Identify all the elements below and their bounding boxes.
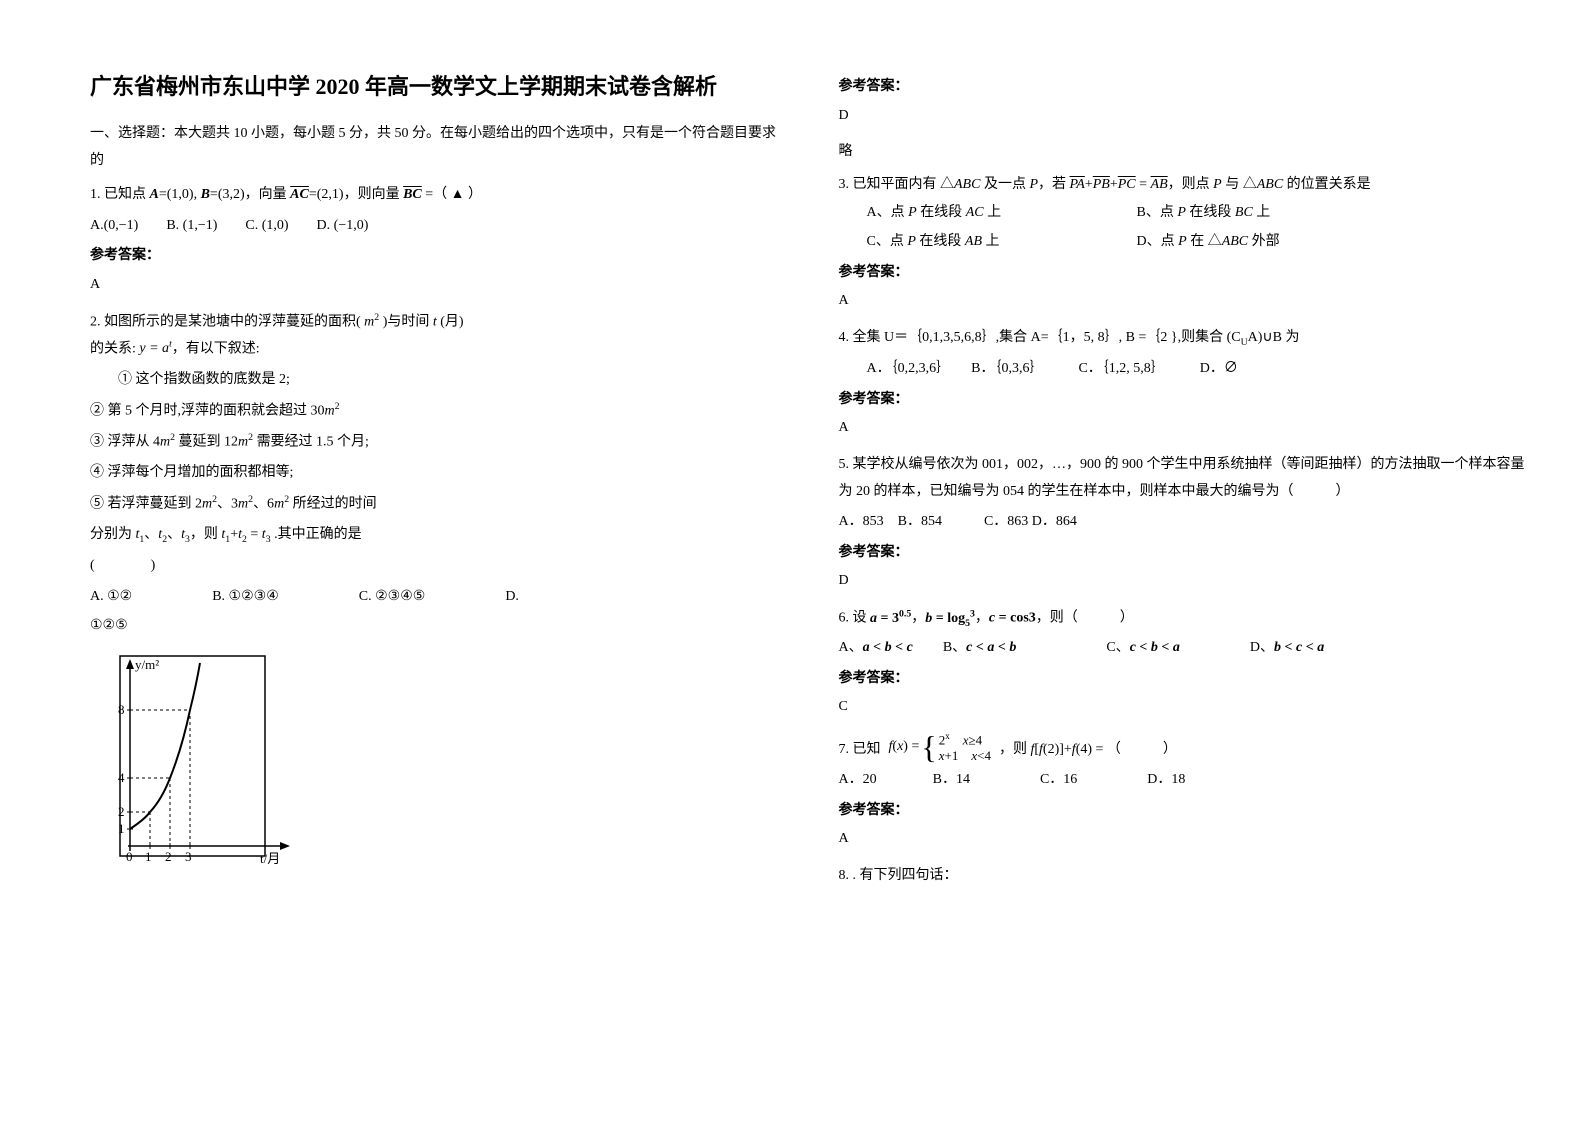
q4-answer: A xyxy=(839,415,1528,442)
q2-stem-1: 2. 如图所示的是某池塘中的浮萍蔓延的面积( m2 )与时间 t (月) xyxy=(90,309,779,336)
ytick-label-2: 2 xyxy=(118,804,125,819)
xtick-label-2: 2 xyxy=(165,849,172,864)
question-6: 6. 设 a = 30.5，b = log53，c = cos3，则（ ） A、… xyxy=(839,605,1528,721)
q2-stem-2: 的关系: y = at，有以下叙述: xyxy=(90,336,779,363)
q3-stem: 3. 已知平面内有 △ABC 及一点 P，若 PA+PB+PC = AB，则点 … xyxy=(839,172,1528,199)
y-axis-arrow xyxy=(126,659,134,669)
q3-answer: A xyxy=(839,288,1528,315)
q6-answer-label: 参考答案： xyxy=(839,666,1528,693)
q3-optA: A、点 P 在线段 AC 上 xyxy=(867,200,1107,227)
q6-optC: C、c < b < a xyxy=(1106,635,1180,662)
q2-options-row: A. ①② B. ①②③④ C. ②③④⑤ D. xyxy=(90,584,779,611)
q7-options: A．20 B．14 C．16 D．18 xyxy=(839,767,1528,794)
q3-answer-label: 参考答案： xyxy=(839,260,1528,287)
q5-options: A．853 B．854 C．863 D．864 xyxy=(839,509,1528,536)
q6-optB: B、c < a < b xyxy=(943,635,1017,662)
q4-options: A．｛0,2,3,6｝ B．｛0,3,6｝ C．｛1,2, 5,8｝ D．∅ xyxy=(867,356,1528,383)
q3-opts-row1: A、点 P 在线段 AC 上 B、点 P 在线段 BC 上 xyxy=(867,200,1528,227)
q2-optD: D. xyxy=(505,584,519,611)
xtick-label-1: 1 xyxy=(145,849,152,864)
q5-answer-label: 参考答案： xyxy=(839,540,1528,567)
ytick-label-4: 4 xyxy=(118,770,125,785)
section-1-header: 一、选择题：本大题共 10 小题，每小题 5 分，共 50 分。在每小题给出的四… xyxy=(90,121,779,174)
question-1: 1. 已知点 A=(1,0), B=(3,2)，向量 AC=(2,1)，则向量 … xyxy=(90,182,779,298)
q2-s4: ④ 浮萍每个月增加的面积都相等; xyxy=(90,460,779,487)
q1-answer-label: 参考答案： xyxy=(90,243,779,270)
q1-answer: A xyxy=(90,272,779,299)
q7-stem: 7. 已知 f(x) = { 2x x≥4 x+1 x<4 ，则 f[f(2)]… xyxy=(839,731,1528,764)
q1-options: A.(0,−1) B. (1,−1) C. (1,0) D. (−1,0) xyxy=(90,213,779,240)
q2-s7: ( ) xyxy=(90,553,779,580)
q2-s3: ③ 浮萍从 4m2 蔓延到 12m2 需要经过 1.5 个月; xyxy=(90,429,779,456)
xtick-label-0: 0 xyxy=(126,849,133,864)
q7-answer: A xyxy=(839,826,1528,853)
q3-optD: D、点 P 在 △ABC 外部 xyxy=(1137,229,1280,256)
q7-stemC: ，则 f[f(2)]+f(4) = （ ） xyxy=(999,737,1177,764)
left-column: 广东省梅州市东山中学 2020 年高一数学文上学期期末试卷含解析 一、选择题：本… xyxy=(90,70,809,1092)
question-5: 5. 某学校从编号依次为 001，002，…，900 的 900 个学生中用系统… xyxy=(839,452,1528,595)
ytick-label-1: 1 xyxy=(118,821,125,836)
q3-optB: B、点 P 在线段 BC 上 xyxy=(1137,200,1271,227)
q7-piecewise: f(x) = { 2x x≥4 x+1 x<4 xyxy=(889,731,991,764)
question-7: 7. 已知 f(x) = { 2x x≥4 x+1 x<4 ，则 f[f(2)]… xyxy=(839,731,1528,853)
q5-answer: D xyxy=(839,568,1528,595)
x-axis-arrow xyxy=(280,842,290,850)
question-8: 8. . 有下列四句话： xyxy=(839,863,1528,890)
q4-answer-label: 参考答案： xyxy=(839,387,1528,414)
q2-optD2: ①②⑤ xyxy=(90,613,779,640)
q2-s6: 分别为 t1、t2、t3，则 t1+t2 = t3 .其中正确的是 xyxy=(90,522,779,549)
q3-opts-row2: C、点 P 在线段 AB 上 D、点 P 在 △ABC 外部 xyxy=(867,229,1528,256)
q2-skip: 略 xyxy=(839,139,1528,166)
q2-optB: B. ①②③④ xyxy=(212,584,279,611)
question-2: 2. 如图所示的是某池塘中的浮萍蔓延的面积( m2 )与时间 t (月) 的关系… xyxy=(90,309,779,892)
q1-stem: 1. 已知点 A=(1,0), B=(3,2)，向量 AC=(2,1)，则向量 … xyxy=(90,182,779,209)
q2-optC: C. ②③④⑤ xyxy=(359,584,426,611)
y-axis-label: y/m² xyxy=(135,657,159,672)
q2-optA: A. ①② xyxy=(90,584,132,611)
chart-border xyxy=(120,656,265,856)
right-column: 参考答案： D 略 3. 已知平面内有 △ABC 及一点 P，若 PA+PB+P… xyxy=(809,70,1528,1092)
q6-opts: A、a < b < c B、c < a < b C、c < b < a D、b … xyxy=(839,635,1528,662)
q4-stem: 4. 全集 U＝｛0,1,3,5,6,8｝,集合 A=｛1，5, 8｝, B =… xyxy=(839,325,1528,352)
question-4: 4. 全集 U＝｛0,1,3,5,6,8｝,集合 A=｛1，5, 8｝, B =… xyxy=(839,325,1528,442)
x-axis-label: t/月 xyxy=(260,851,280,866)
q2-s2: ② 第 5 个月时,浮萍的面积就会超过 30m2 xyxy=(90,398,779,425)
q6-optA: A、a < b < c xyxy=(839,635,913,662)
q6-optD: D、b < c < a xyxy=(1250,635,1324,662)
exponential-chart-svg: 1 2 4 8 0 1 2 3 xyxy=(90,651,300,881)
q7-answer-label: 参考答案： xyxy=(839,798,1528,825)
q2-s1: ① 这个指数函数的底数是 2; xyxy=(118,367,779,394)
xtick-label-3: 3 xyxy=(185,849,192,864)
q2-s5: ⑤ 若浮萍蔓延到 2m2、3m2、6m2 所经过的时间 xyxy=(90,491,779,518)
q2-answer: D xyxy=(839,103,1528,130)
q2-answer-label: 参考答案： xyxy=(839,74,1528,101)
q6-answer: C xyxy=(839,694,1528,721)
q8-stem: 8. . 有下列四句话： xyxy=(839,863,1528,890)
q2-chart: 1 2 4 8 0 1 2 3 xyxy=(90,651,779,892)
q6-stem: 6. 设 a = 30.5，b = log53，c = cos3，则（ ） xyxy=(839,605,1528,633)
q3-optC: C、点 P 在线段 AB 上 xyxy=(867,229,1107,256)
paper-title: 广东省梅州市东山中学 2020 年高一数学文上学期期末试卷含解析 xyxy=(90,70,779,103)
q7-stemA: 7. 已知 xyxy=(839,737,881,764)
q5-stem: 5. 某学校从编号依次为 001，002，…，900 的 900 个学生中用系统… xyxy=(839,452,1528,505)
question-3: 3. 已知平面内有 △ABC 及一点 P，若 PA+PB+PC = AB，则点 … xyxy=(839,172,1528,315)
ytick-label-8: 8 xyxy=(118,702,125,717)
